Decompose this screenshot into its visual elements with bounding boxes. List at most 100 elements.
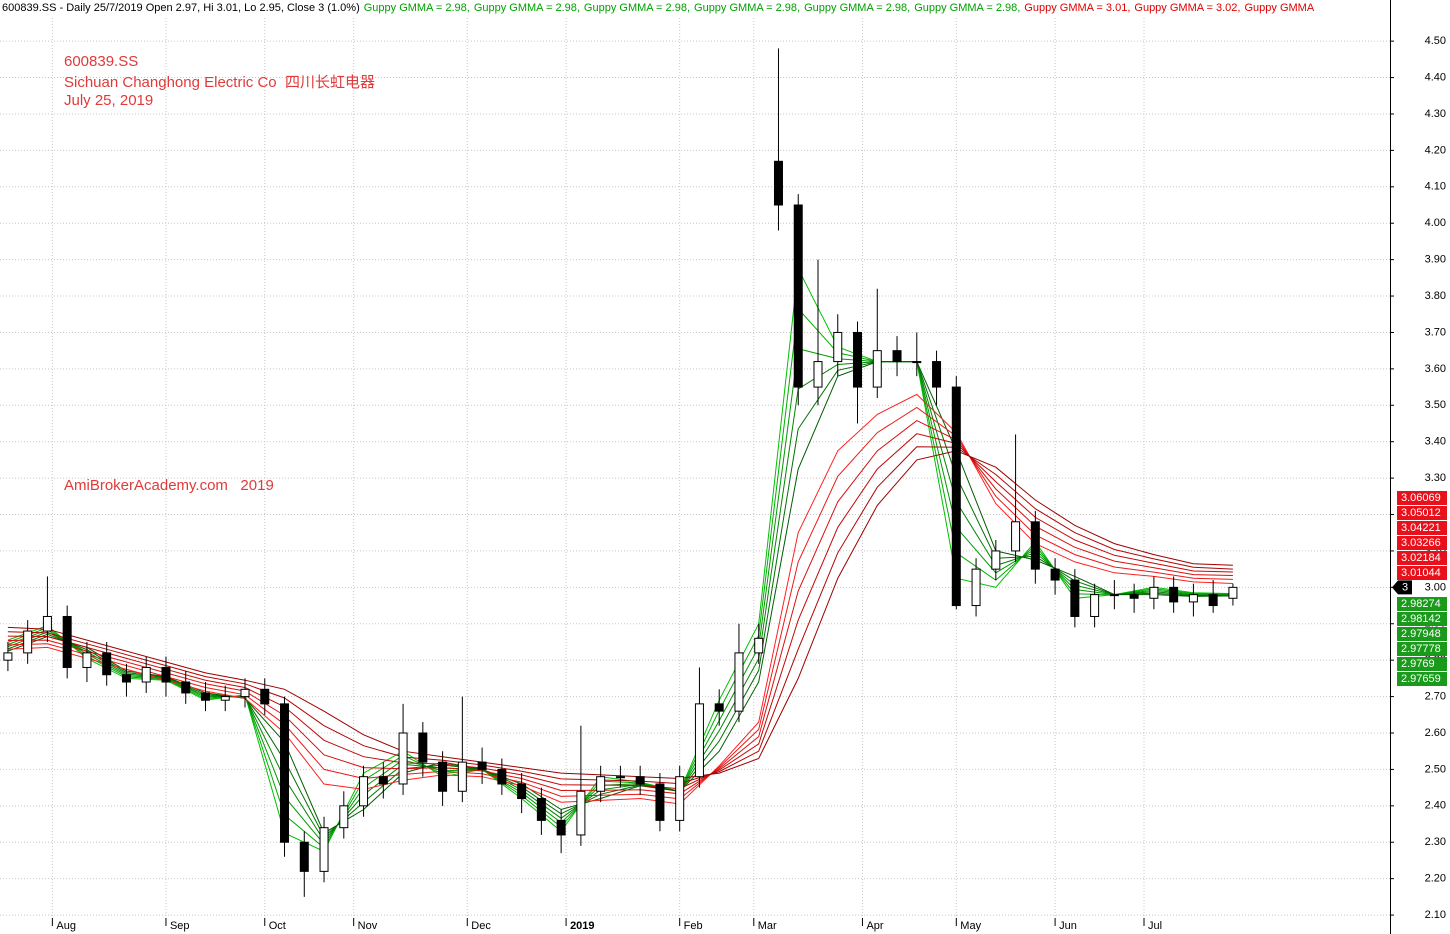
y-tick-label: 3.60 bbox=[1425, 363, 1446, 375]
y-tick-label: 4.00 bbox=[1425, 217, 1446, 229]
y-tick-label: 3.30 bbox=[1425, 472, 1446, 484]
candle-body bbox=[793, 204, 803, 388]
candle-body bbox=[1228, 586, 1238, 599]
value-box bbox=[1397, 672, 1447, 686]
candle-body bbox=[714, 703, 724, 712]
gmma-line bbox=[7, 406, 1233, 800]
candle-body bbox=[378, 776, 388, 785]
x-tick-label: Jul bbox=[1148, 920, 1162, 932]
gmma-line bbox=[7, 450, 1233, 780]
value-box-label: 2.97659 bbox=[1401, 673, 1441, 685]
value-box-label: 3.01044 bbox=[1401, 567, 1441, 579]
candle-body bbox=[1208, 594, 1218, 607]
candle-body bbox=[299, 841, 309, 872]
header-item: Guppy GMMA = 2.98, bbox=[583, 2, 691, 14]
y-tick-label: 4.10 bbox=[1425, 181, 1446, 193]
value-box bbox=[1397, 506, 1447, 520]
candle-body bbox=[200, 692, 210, 701]
value-box bbox=[1397, 551, 1447, 565]
candle-body bbox=[457, 761, 467, 792]
y-tick-label: 4.20 bbox=[1425, 144, 1446, 156]
value-box-label: 3.06069 bbox=[1401, 492, 1441, 504]
x-tick-label: 2019 bbox=[570, 920, 594, 932]
y-tick-label: 3.80 bbox=[1425, 290, 1446, 302]
candle-body bbox=[556, 819, 566, 836]
candle-body bbox=[596, 776, 606, 792]
candle-body bbox=[1030, 521, 1040, 570]
value-box-label: 2.98142 bbox=[1401, 613, 1441, 625]
value-box-label: 3.05012 bbox=[1401, 507, 1441, 519]
x-tick-label: Oct bbox=[269, 920, 286, 932]
candle-body bbox=[635, 776, 645, 785]
candle-body bbox=[477, 761, 487, 770]
candle-body bbox=[438, 761, 448, 792]
x-tick-label: Dec bbox=[471, 920, 491, 932]
gmma-line bbox=[7, 420, 1233, 795]
value-box bbox=[1397, 521, 1447, 535]
candle-body bbox=[161, 666, 171, 683]
candle-body bbox=[102, 652, 112, 676]
value-box bbox=[1397, 627, 1447, 641]
candle-body bbox=[220, 696, 230, 701]
candle-body bbox=[1188, 594, 1198, 603]
candle-body bbox=[1129, 594, 1139, 599]
x-tick-label: Sep bbox=[170, 920, 190, 932]
gmma-line bbox=[7, 361, 1233, 838]
candle-body bbox=[121, 674, 131, 683]
candle-body bbox=[240, 688, 250, 698]
y-tick-label: 2.50 bbox=[1425, 763, 1446, 775]
candle-body bbox=[932, 361, 942, 388]
gmma-line bbox=[7, 446, 1233, 785]
candle-body bbox=[694, 703, 704, 778]
candle-body bbox=[359, 776, 369, 807]
value-box bbox=[1397, 491, 1447, 505]
candle-body bbox=[181, 681, 191, 694]
gmma-line bbox=[7, 361, 1233, 834]
candle-body bbox=[3, 652, 13, 661]
candle-body bbox=[833, 331, 843, 363]
candle-body bbox=[62, 615, 72, 668]
y-tick-label: 2.60 bbox=[1425, 727, 1446, 739]
candle-body bbox=[1050, 568, 1060, 581]
header-item: Guppy GMMA = 2.98, bbox=[804, 2, 911, 14]
y-tick-label: 3.40 bbox=[1425, 436, 1446, 448]
annotation: Sichuan Changhong Electric Co 四川长虹电器 bbox=[64, 74, 375, 91]
header-item: Guppy GMMA = 2.98, bbox=[914, 2, 1021, 14]
header-item: 600839.SS - Daily 25/7/2019 Open 2.97, H… bbox=[2, 2, 360, 14]
gmma-line bbox=[7, 393, 1233, 805]
y-tick-label: 2.40 bbox=[1425, 800, 1446, 812]
value-box bbox=[1397, 612, 1447, 626]
candle-body bbox=[1149, 586, 1159, 599]
value-box-label: 2.98274 bbox=[1401, 598, 1441, 610]
value-box-label: 3.04221 bbox=[1401, 522, 1441, 534]
header-bar: 600839.SS - Daily 25/7/2019 Open 2.97, H… bbox=[2, 1, 1386, 16]
y-tick-label: 2.70 bbox=[1425, 690, 1446, 702]
axis-panel bbox=[1390, 0, 1450, 934]
value-box-label: 2.97778 bbox=[1401, 643, 1441, 655]
candle-body bbox=[951, 386, 961, 607]
x-tick-label: May bbox=[960, 920, 981, 932]
candle-body bbox=[82, 652, 92, 668]
candle-body bbox=[398, 732, 408, 785]
gmma-line bbox=[7, 266, 1233, 852]
y-tick-label: 4.50 bbox=[1425, 35, 1446, 47]
x-tick-label: Jun bbox=[1059, 920, 1077, 932]
candle-body bbox=[497, 768, 507, 785]
y-tick-label: 3.70 bbox=[1425, 326, 1446, 338]
candle-body bbox=[734, 652, 744, 712]
candle-body bbox=[1011, 521, 1021, 552]
header-item: Guppy GMMA = 2.98, bbox=[473, 2, 580, 14]
y-tick-label: 4.30 bbox=[1425, 108, 1446, 120]
y-tick-label: 2.30 bbox=[1425, 836, 1446, 848]
value-box bbox=[1397, 536, 1447, 550]
candle-body bbox=[141, 666, 151, 683]
value-box bbox=[1397, 642, 1447, 656]
candle-body bbox=[892, 350, 902, 363]
header-item: Guppy GMMA = 3.01, bbox=[1024, 2, 1131, 14]
candle-body bbox=[1090, 594, 1100, 617]
x-tick-label: Apr bbox=[866, 920, 883, 932]
value-box-label: 3.03266 bbox=[1401, 537, 1441, 549]
candle-body bbox=[339, 805, 349, 829]
value-box bbox=[1397, 657, 1447, 671]
